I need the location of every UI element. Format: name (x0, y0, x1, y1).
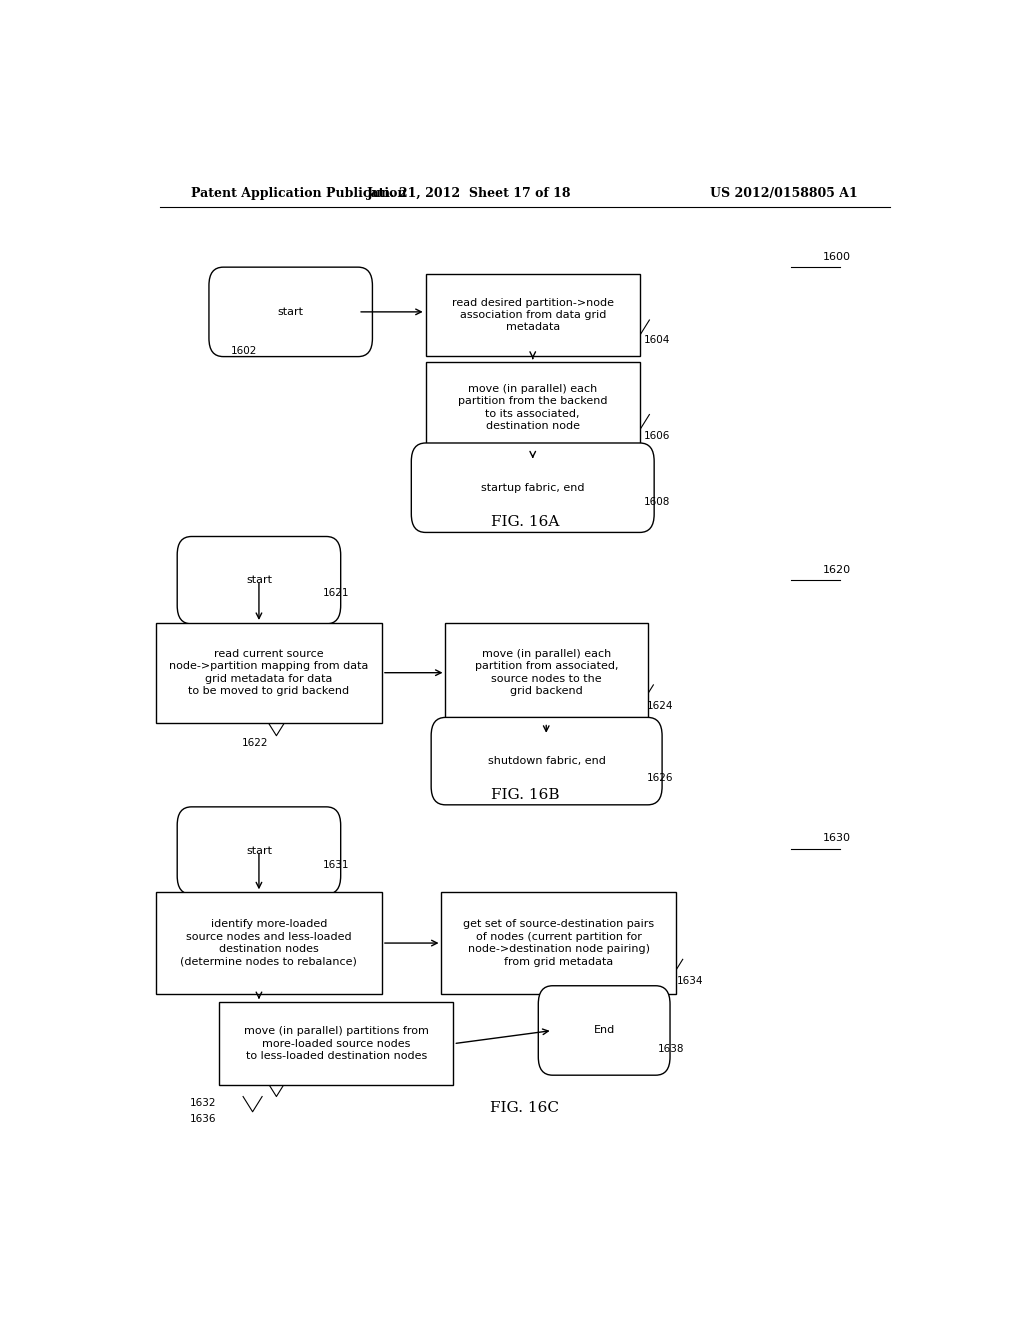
Text: move (in parallel) each
partition from associated,
source nodes to the
grid back: move (in parallel) each partition from a… (475, 649, 618, 696)
Text: FIG. 16A: FIG. 16A (490, 515, 559, 529)
Text: start: start (246, 846, 272, 855)
Text: 1634: 1634 (677, 975, 702, 986)
FancyBboxPatch shape (156, 623, 382, 722)
Text: 1631: 1631 (323, 859, 349, 870)
Text: FIG. 16C: FIG. 16C (490, 1101, 559, 1115)
Text: startup fabric, end: startup fabric, end (481, 483, 585, 492)
FancyBboxPatch shape (209, 267, 373, 356)
Text: 1621: 1621 (323, 589, 349, 598)
Text: 1622: 1622 (242, 738, 268, 748)
Text: 1636: 1636 (189, 1114, 216, 1123)
Text: FIG. 16B: FIG. 16B (490, 788, 559, 801)
Text: start: start (246, 576, 272, 585)
Text: identify more-loaded
source nodes and less-loaded
destination nodes
(determine n: identify more-loaded source nodes and le… (180, 920, 357, 966)
Text: 1600: 1600 (822, 252, 850, 263)
Text: get set of source-destination pairs
of nodes (current partition for
node->destin: get set of source-destination pairs of n… (463, 920, 654, 966)
FancyBboxPatch shape (177, 807, 341, 894)
Text: Jun. 21, 2012  Sheet 17 of 18: Jun. 21, 2012 Sheet 17 of 18 (367, 187, 571, 201)
Text: US 2012/0158805 A1: US 2012/0158805 A1 (711, 187, 858, 201)
Text: 1624: 1624 (647, 701, 674, 711)
Text: 1630: 1630 (822, 833, 850, 843)
Text: End: End (594, 1026, 614, 1035)
Text: start: start (278, 306, 304, 317)
Text: 1604: 1604 (644, 335, 671, 346)
Text: move (in parallel) each
partition from the backend
to its associated,
destinatio: move (in parallel) each partition from t… (458, 384, 607, 432)
Text: 1602: 1602 (231, 346, 258, 355)
FancyBboxPatch shape (412, 444, 654, 532)
Text: read desired partition->node
association from data grid
metadata: read desired partition->node association… (452, 297, 613, 333)
FancyBboxPatch shape (539, 986, 670, 1076)
FancyBboxPatch shape (177, 536, 341, 624)
FancyBboxPatch shape (445, 623, 648, 722)
FancyBboxPatch shape (219, 1002, 454, 1085)
Text: 1632: 1632 (189, 1098, 216, 1107)
Text: 1606: 1606 (644, 430, 671, 441)
Text: move (in parallel) partitions from
more-loaded source nodes
to less-loaded desti: move (in parallel) partitions from more-… (244, 1026, 429, 1061)
Text: 1638: 1638 (658, 1044, 685, 1053)
Text: 1626: 1626 (647, 774, 674, 784)
Text: shutdown fabric, end: shutdown fabric, end (487, 756, 605, 766)
FancyBboxPatch shape (426, 275, 640, 355)
FancyBboxPatch shape (431, 718, 663, 805)
Text: 1620: 1620 (822, 565, 851, 576)
Text: read current source
node->partition mapping from data
grid metadata for data
to : read current source node->partition mapp… (169, 649, 369, 696)
Text: 1608: 1608 (644, 498, 671, 507)
Text: Patent Application Publication: Patent Application Publication (191, 187, 407, 201)
FancyBboxPatch shape (426, 362, 640, 453)
FancyBboxPatch shape (441, 892, 676, 994)
FancyBboxPatch shape (156, 892, 382, 994)
